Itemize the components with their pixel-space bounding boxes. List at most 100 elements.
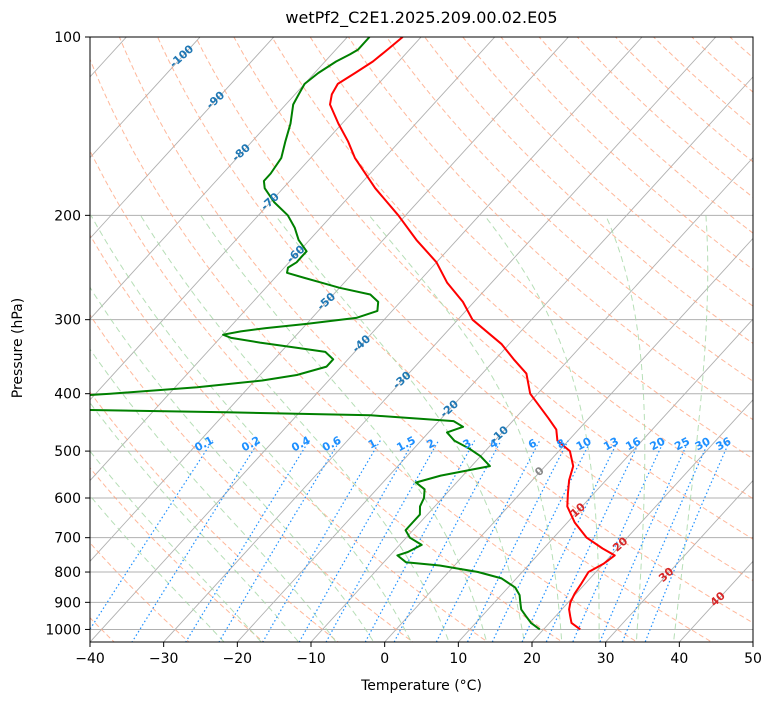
mixing-ratio-line	[435, 440, 541, 642]
mixing-ratio-label: 36	[714, 435, 734, 454]
dry-adiabat-line	[347, 37, 753, 421]
dry-adiabat-line	[90, 149, 564, 642]
mixing-ratio-line	[621, 440, 710, 642]
x-tick-label: 30	[597, 651, 615, 667]
isotherm-line	[90, 37, 569, 562]
inline-labels: 0.1 0.2 0.4 0.6 1 1.5 2 3 4 6 8 10 13 16 20 25 30 36-100-…	[167, 42, 733, 609]
dry-adiabat-line	[90, 542, 190, 642]
temperature-line	[329, 37, 616, 631]
y-tick-label: 500	[54, 444, 81, 460]
dry-adiabat-line	[614, 37, 753, 163]
mixing-ratio-label: 20	[648, 434, 668, 453]
mixing-ratio-label: 25	[672, 435, 692, 454]
mixing-ratio-line	[521, 440, 619, 642]
dewpoint-line	[90, 37, 541, 631]
isotherm-line	[90, 37, 201, 159]
mixing-ratio-line	[644, 440, 731, 642]
dry-adiabat-line	[118, 37, 713, 642]
x-tick-label: 0	[380, 651, 389, 667]
mixing-ratio-label: 6	[526, 436, 539, 451]
chart-title: wetPf2_C2E1.2025.209.00.02.E05	[285, 8, 558, 27]
y-tick-label: 1000	[45, 622, 81, 638]
isotherm-line	[531, 399, 753, 642]
isotherm-line	[90, 37, 422, 401]
moist-adiabat-line	[90, 450, 262, 642]
isotherm-line	[752, 641, 753, 642]
moist-adiabat-line	[90, 286, 375, 642]
dry-adiabat-line	[90, 467, 265, 642]
isotherm-line	[90, 37, 348, 320]
isotherm-line	[90, 37, 643, 642]
y-tick-label: 100	[54, 30, 81, 46]
y-tick-label: 400	[54, 387, 81, 403]
moist-adiabat-line	[484, 215, 600, 642]
isotherm-line	[384, 237, 753, 642]
mixing-ratio-label: 2	[424, 436, 437, 451]
mixing-ratio-line	[298, 440, 415, 642]
mixing-ratio-label: 10	[574, 434, 594, 453]
plot-frame	[89, 36, 754, 643]
x-axis-label: Temperature (°C)	[361, 678, 482, 694]
x-tick-label: −30	[149, 651, 179, 667]
moist-adiabat-line	[90, 402, 300, 642]
isotherm-line	[310, 156, 753, 642]
dry-adiabat-line	[385, 37, 753, 382]
x-tick-label: 40	[670, 651, 688, 667]
moist-adiabat-line	[200, 215, 488, 642]
mixing-ratio-label: 13	[601, 435, 621, 454]
dry-adiabat-line	[309, 37, 753, 460]
dry-adiabat-line	[691, 37, 753, 93]
background-grid	[0, 10, 775, 654]
mixing-ratio-line	[364, 440, 476, 642]
y-tick-label: 800	[54, 565, 81, 581]
mixing-ratio-label: 30	[693, 435, 713, 454]
moist-adiabat-line	[605, 215, 646, 642]
y-tick-label: 900	[54, 595, 81, 611]
sounding-profiles	[90, 37, 616, 631]
dry-adiabat-line	[90, 58, 638, 642]
dry-adiabat-line	[233, 37, 753, 540]
isotherm-line	[605, 479, 753, 642]
y-tick-label: 200	[54, 208, 81, 224]
mixing-ratio-line	[218, 440, 341, 642]
mixing-ratio-line	[393, 440, 502, 642]
moist-adiabat-line	[90, 494, 225, 642]
dry-adiabat-line	[652, 37, 753, 128]
dry-adiabat-line	[538, 37, 753, 234]
dry-adiabat-line	[90, 313, 414, 642]
x-tick-label: 20	[523, 651, 541, 667]
mixing-ratio-line	[131, 440, 260, 642]
dry-adiabat-line	[90, 234, 489, 642]
mixing-ratio-line	[325, 440, 440, 642]
isotherm-line	[457, 318, 753, 642]
isotherm-line	[236, 76, 753, 642]
isotherm-line	[163, 37, 717, 642]
dry-adiabat-line	[90, 391, 340, 642]
x-tick-label: −40	[75, 651, 105, 667]
dry-adiabat-line	[576, 37, 753, 198]
mixing-ratio-line	[466, 440, 569, 642]
moist-adiabat-line	[673, 215, 709, 642]
dry-adiabat-line	[157, 37, 753, 624]
x-tick-label: 50	[744, 651, 762, 667]
y-tick-label: 700	[54, 531, 81, 547]
dry-adiabat-line	[753, 24, 775, 649]
y-tick-label: 600	[54, 491, 81, 507]
dry-adiabat-line	[424, 37, 753, 344]
mixing-ratio-label: 16	[623, 435, 643, 454]
mixing-ratio-line	[185, 440, 310, 642]
isotherm-line	[0, 10, 78, 654]
dry-adiabat-line	[195, 37, 753, 582]
isotherm-line	[90, 37, 496, 482]
mixing-ratio-line	[545, 440, 641, 642]
mixing-ratio-line	[491, 440, 592, 642]
moist-adiabat-line	[90, 348, 337, 642]
isotherm-line	[0, 10, 4, 654]
dry-adiabat-line	[271, 37, 753, 500]
x-tick-label: 10	[449, 651, 467, 667]
moist-adiabat-line	[140, 215, 450, 642]
dry-adiabat-line	[729, 37, 753, 59]
axes-ticks: −40 −30 −20 −10 0 10 20 30 40 50 100 200 300 400 500 60…	[45, 30, 762, 667]
isotherm-line	[90, 37, 275, 240]
